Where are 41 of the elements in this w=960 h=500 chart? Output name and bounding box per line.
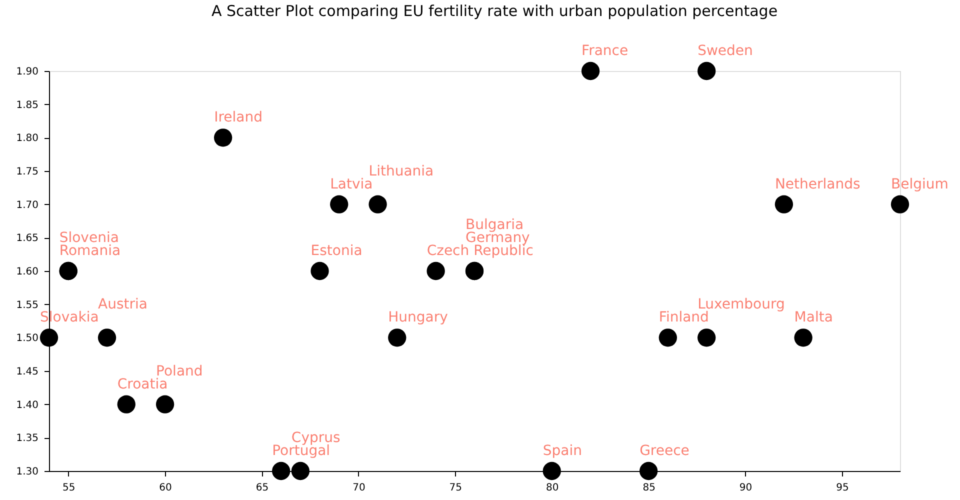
data-label: Bulgaria <box>466 217 524 233</box>
data-label: Ireland <box>214 110 262 126</box>
data-label: Malta <box>794 310 833 326</box>
y-tick-label: 1.55 <box>16 300 38 311</box>
data-label: Netherlands <box>774 176 860 192</box>
data-label: Estonia <box>310 243 362 259</box>
y-tick-label: 1.50 <box>16 333 38 344</box>
data-label: Czech Republic <box>426 243 534 259</box>
y-tick-label: 1.80 <box>16 133 38 144</box>
data-label: Austria <box>98 296 148 313</box>
data-label: Greece <box>640 443 690 459</box>
y-tick-label: 1.30 <box>16 466 38 478</box>
y-tick-label: 1.45 <box>16 366 38 378</box>
x-tick-label: 65 <box>256 482 269 494</box>
data-label: Spain <box>542 443 582 459</box>
x-tick-label: 55 <box>62 482 76 494</box>
x-tick-label: 60 <box>159 482 172 494</box>
y-tick-label: 1.90 <box>16 66 38 78</box>
data-label: Romania <box>59 243 121 259</box>
x-tick-label: 70 <box>352 482 366 494</box>
x-tick-label: 80 <box>546 482 559 494</box>
y-tick-label: 1.60 <box>16 266 38 278</box>
data-label: Belgium <box>891 176 948 192</box>
data-label: Germany <box>466 230 530 246</box>
y-tick-label: 1.85 <box>16 100 38 111</box>
y-tick-label: 1.70 <box>16 200 38 211</box>
y-tick-label: 1.75 <box>16 166 38 178</box>
y-tick-label: 1.35 <box>16 433 38 444</box>
data-label: Slovenia <box>59 230 119 246</box>
x-tick-label: 90 <box>739 482 752 494</box>
x-tick-label: 75 <box>449 482 462 494</box>
data-label: Portugal <box>272 443 330 459</box>
data-label: France <box>582 43 628 59</box>
data-label: Sweden <box>698 43 753 59</box>
x-tick-label: 95 <box>836 482 849 494</box>
data-label: Cyprus <box>291 430 340 446</box>
y-tick-label: 1.40 <box>16 400 38 411</box>
x-tick-label: 85 <box>642 482 656 494</box>
data-label: Hungary <box>388 310 448 326</box>
chart-title: A Scatter Plot comparing EU fertility rate with urban population percentage <box>211 2 778 20</box>
y-tick-label: 1.65 <box>16 233 38 244</box>
